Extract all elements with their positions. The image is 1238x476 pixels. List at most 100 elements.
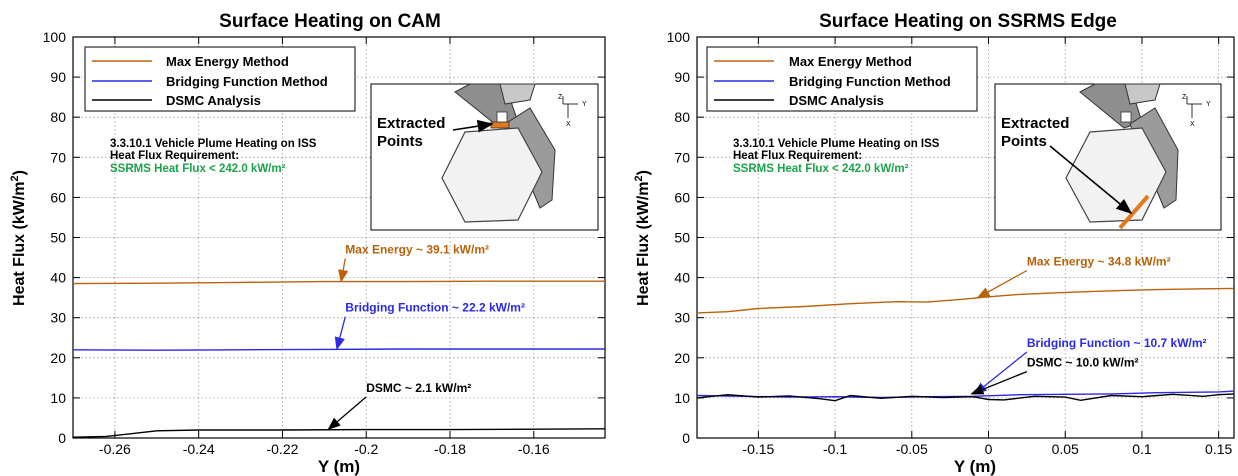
annotation-arrow-bridging [973, 351, 1028, 395]
y-ticks: 0 10 20 30 40 50 60 70 80 90 100 [43, 29, 605, 446]
x-tick-label: -0.15 [742, 441, 774, 457]
series-line-max-energy [696, 287, 1235, 314]
y-tick-label: 70 [50, 149, 66, 165]
y-tick-label: 40 [50, 270, 66, 286]
legend-label-bridging: Bridging Function Method [166, 74, 328, 89]
annotation-label-max-energy: Max Energy ~ 34.8 kW/m² [1027, 255, 1171, 269]
annotations: Max Energy ~ 39.1 kW/m² Bridging Function… [327, 243, 525, 431]
x-tick-label: 0.15 [1205, 441, 1232, 457]
y-tick-label: 0 [58, 430, 66, 446]
y-tick-label: 30 [674, 310, 690, 326]
series-line-max-energy [72, 280, 605, 285]
y-tick-label: 60 [50, 189, 66, 205]
gridlines [73, 37, 605, 438]
annotations: Max Energy ~ 34.8 kW/m² Bridging Function… [970, 255, 1207, 395]
chart-surface-heating-ssrms-edge: Surface Heating on SSRMS Edge 0 10 20 30 40 5… [633, 11, 1235, 476]
inset-pointer-arrow [452, 119, 494, 133]
chart-title: Surface Heating on SSRMS Edge [819, 11, 1117, 32]
inset-axis-z: Z [1182, 94, 1187, 101]
inset-extracted-region [490, 121, 510, 129]
x-ticks: -0.15 -0.1 -0.05 0 0.05 0.1 0.15 [742, 37, 1232, 457]
chart-surface-heating-cam: Surface Heating on CAM 0 10 20 30 40 50 60 70 80… [9, 11, 606, 476]
y-tick-label: 80 [674, 109, 690, 125]
annotation-label-bridging: Bridging Function ~ 10.7 kW/m² [1027, 336, 1207, 350]
requirement-line-1: 3.3.10.1 Vehicle Plume Heating on ISS [733, 138, 940, 150]
annotation-label-dsmc: DSMC ~ 2.1 kW/m² [366, 381, 471, 395]
y-tick-label: 90 [674, 69, 690, 85]
inset-hexagon-body [1065, 127, 1167, 223]
inset-axis-x: X [1190, 121, 1195, 128]
x-axis-label: Y (m) [318, 457, 360, 476]
x-tick-label: -0.2 [354, 441, 378, 457]
y-axis-label: Heat Flux (kW/m2) [633, 170, 652, 306]
inset-label-points: Points [377, 133, 423, 150]
plot-area: 0 10 20 30 40 50 60 70 80 90 100 -0.26 -0.24 -0.22 -0… [43, 29, 606, 457]
y-ticks: 0 10 20 30 40 50 60 70 80 90 100 [667, 29, 1234, 446]
x-tick-label: 0.1 [1132, 441, 1152, 457]
y-tick-label: 10 [674, 390, 690, 406]
legend-label-dsmc: DSMC Analysis [789, 93, 884, 108]
annotation-label-max-energy: Max Energy ~ 39.1 kW/m² [345, 243, 489, 257]
inset-cam-geometry: Extracted Points Z Y X [370, 83, 599, 231]
requirement-line-2: Heat Flux Requirement: [733, 150, 862, 162]
y-tick-label: 50 [50, 230, 66, 246]
inset-axis-y: Y [582, 101, 587, 108]
y-tick-label: 70 [674, 149, 690, 165]
series-line-dsmc [696, 393, 1235, 402]
y-tick-label: 40 [674, 270, 690, 286]
annotation-arrow-dsmc [327, 396, 367, 431]
inset-axis-triad: Z Y X [558, 94, 587, 128]
x-ticks: -0.26 -0.24 -0.22 -0.2 -0.18 -0.16 [99, 37, 550, 457]
requirement-line-3: SSRMS Heat Flux < 242.0 kW/m² [733, 163, 909, 175]
y-tick-label: 60 [674, 189, 690, 205]
x-tick-label: 0.05 [1052, 441, 1079, 457]
x-tick-label: -0.16 [518, 441, 550, 457]
annotation-arrow-bridging [334, 316, 346, 351]
inset-label-extracted: Extracted [377, 115, 445, 132]
inset-axis-triad: Z Y X [1182, 94, 1211, 128]
requirement-line-1: 3.3.10.1 Vehicle Plume Heating on ISS [110, 138, 317, 150]
y-axis-label: Heat Flux (kW/m2) [9, 170, 28, 306]
y-tick-label: 30 [50, 310, 66, 326]
inset-ssrms-geometry: Extracted Points Z Y X [994, 83, 1222, 231]
legend-label-max-energy: Max Energy Method [166, 54, 289, 69]
series-lines [696, 287, 1235, 402]
y-tick-label: 20 [50, 350, 66, 366]
requirement-line-3: SSRMS Heat Flux < 242.0 kW/m² [110, 163, 286, 175]
legend: Max Energy Method Bridging Function Meth… [706, 46, 978, 112]
y-tick-label: 80 [50, 109, 66, 125]
legend: Max Energy Method Bridging Function Meth… [84, 46, 356, 112]
x-tick-label: 0 [985, 441, 993, 457]
x-tick-label: -0.05 [896, 441, 928, 457]
y-tick-label: 90 [50, 69, 66, 85]
x-tick-label: -0.26 [99, 441, 131, 457]
inset-axis-z: Z [558, 94, 563, 101]
y-tick-label: 50 [674, 230, 690, 246]
inset-hexagon-body [441, 127, 543, 223]
x-tick-label: -0.22 [266, 441, 298, 457]
inset-pointer-arrow [1049, 145, 1133, 215]
inset-axis-y: Y [1206, 101, 1211, 108]
annotation-arrow-max-energy [338, 258, 349, 283]
annotation-arrow-dsmc [970, 371, 1028, 395]
chart-title: Surface Heating on CAM [219, 11, 441, 32]
x-axis-label: Y (m) [954, 457, 996, 476]
annotation-label-bridging: Bridging Function ~ 22.2 kW/m² [345, 301, 525, 315]
y-tick-label: 10 [50, 390, 66, 406]
y-tick-label: 100 [43, 29, 67, 45]
inset-label-extracted: Extracted [1001, 115, 1069, 132]
annotation-arrow-max-energy [976, 270, 1028, 299]
y-tick-label: 20 [674, 350, 690, 366]
series-line-dsmc [72, 428, 606, 438]
plot-area: 0 10 20 30 40 50 60 70 80 90 100 -0.15 -0.1 -0.05 0 0.… [667, 29, 1235, 457]
x-tick-label: -0.24 [183, 441, 215, 457]
legend-label-max-energy: Max Energy Method [789, 54, 912, 69]
series-lines [72, 280, 606, 438]
annotation-label-dsmc: DSMC ~ 10.0 kW/m² [1027, 356, 1139, 370]
requirement-text: 3.3.10.1 Vehicle Plume Heating on ISS He… [110, 138, 317, 175]
inset-axis-x: X [566, 121, 571, 128]
inset-extracted-region [1118, 194, 1150, 230]
requirement-line-2: Heat Flux Requirement: [110, 150, 239, 162]
series-line-bridging [72, 348, 605, 351]
